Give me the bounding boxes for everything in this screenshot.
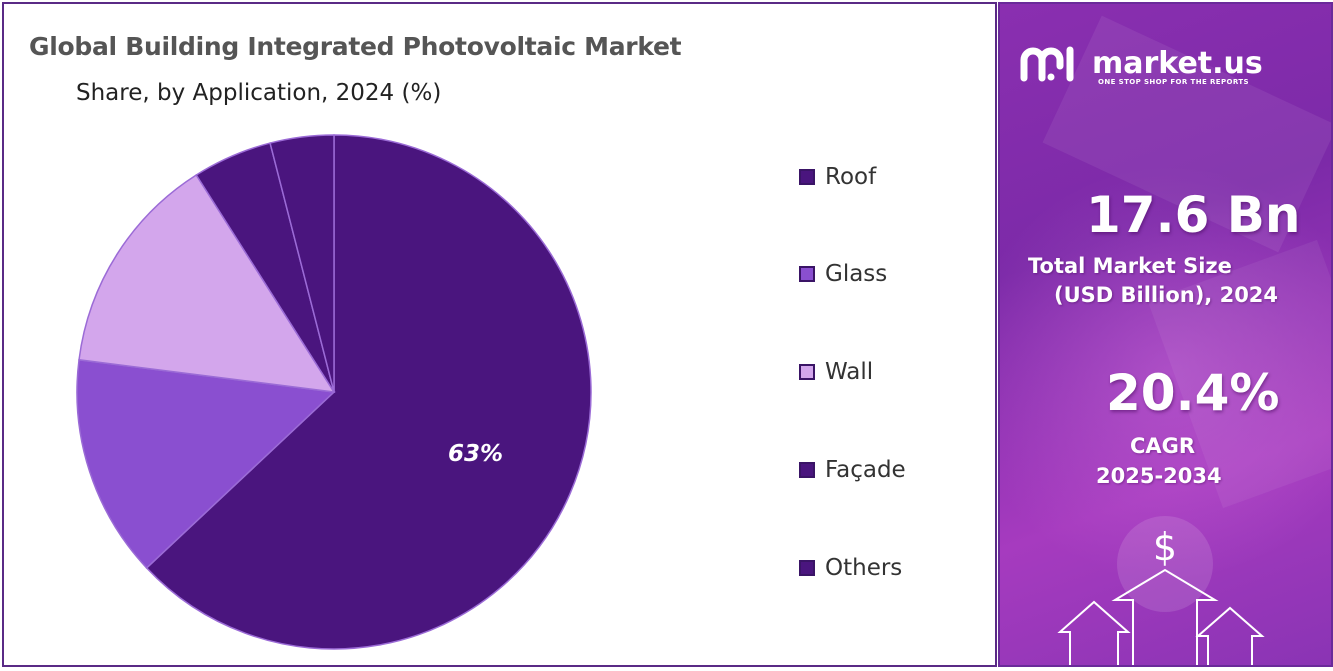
background-glow — [1000, 164, 1331, 584]
pie-slice-wall — [78, 173, 336, 393]
brand-logo: market.us — [1020, 44, 1263, 84]
legend-label-glass: Glass — [825, 261, 888, 287]
chart-title: Global Building Integrated Photovoltaic … — [29, 32, 682, 61]
brand-tagline: ONE STOP SHOP FOR THE REPORTS — [1098, 78, 1249, 86]
legend-swatch-others — [799, 560, 815, 576]
brand-name: market.us — [1092, 46, 1263, 81]
pie-data-label: 63% — [448, 441, 503, 467]
market-size-caption: Total Market Size — [1028, 254, 1232, 278]
legend-item-facade: Façade — [799, 457, 906, 483]
legend-label-facade: Façade — [825, 457, 906, 483]
chart-panel: Global Building Integrated Photovoltaic … — [2, 2, 997, 667]
legend-swatch-roof — [799, 169, 815, 185]
up-arrow-icon — [1057, 600, 1131, 665]
legend-label-wall: Wall — [825, 359, 874, 385]
dollar-coin-icon — [1117, 516, 1213, 612]
pie-chart: 63% — [76, 134, 592, 650]
legend-item-others: Others — [799, 555, 902, 581]
growth-graphic: $ — [1057, 516, 1265, 665]
cagr-value: 20.4% — [1106, 364, 1280, 422]
legend-item-wall: Wall — [799, 359, 873, 385]
market-size-caption-unit: (USD Billion), 2024 — [1054, 283, 1279, 307]
cagr-caption: CAGR — [1130, 434, 1196, 458]
up-arrow-icon — [1195, 606, 1265, 665]
legend-label-roof: Roof — [825, 164, 877, 190]
up-arrow-icon — [1111, 568, 1219, 665]
legend-swatch-glass — [799, 266, 815, 282]
summary-panel: market.us ONE STOP SHOP FOR THE REPORTS … — [998, 2, 1333, 667]
legend-item-glass: Glass — [799, 261, 887, 287]
legend-label-others: Others — [825, 555, 903, 581]
cagr-period: 2025-2034 — [1096, 464, 1222, 488]
pie-slice-others — [269, 134, 335, 393]
pie-slice-roof — [145, 134, 592, 650]
legend-item-roof: Roof — [799, 164, 876, 190]
chart-subtitle: Share, by Application, 2024 (%) — [76, 80, 442, 106]
market-us-logo-icon — [1020, 46, 1074, 82]
market-size-value: 17.6 Bn — [1086, 186, 1301, 244]
legend-swatch-facade — [799, 462, 815, 478]
dollar-icon: $ — [1153, 525, 1177, 569]
legend-swatch-wall — [799, 364, 815, 380]
pie-slice-glass — [76, 358, 336, 569]
